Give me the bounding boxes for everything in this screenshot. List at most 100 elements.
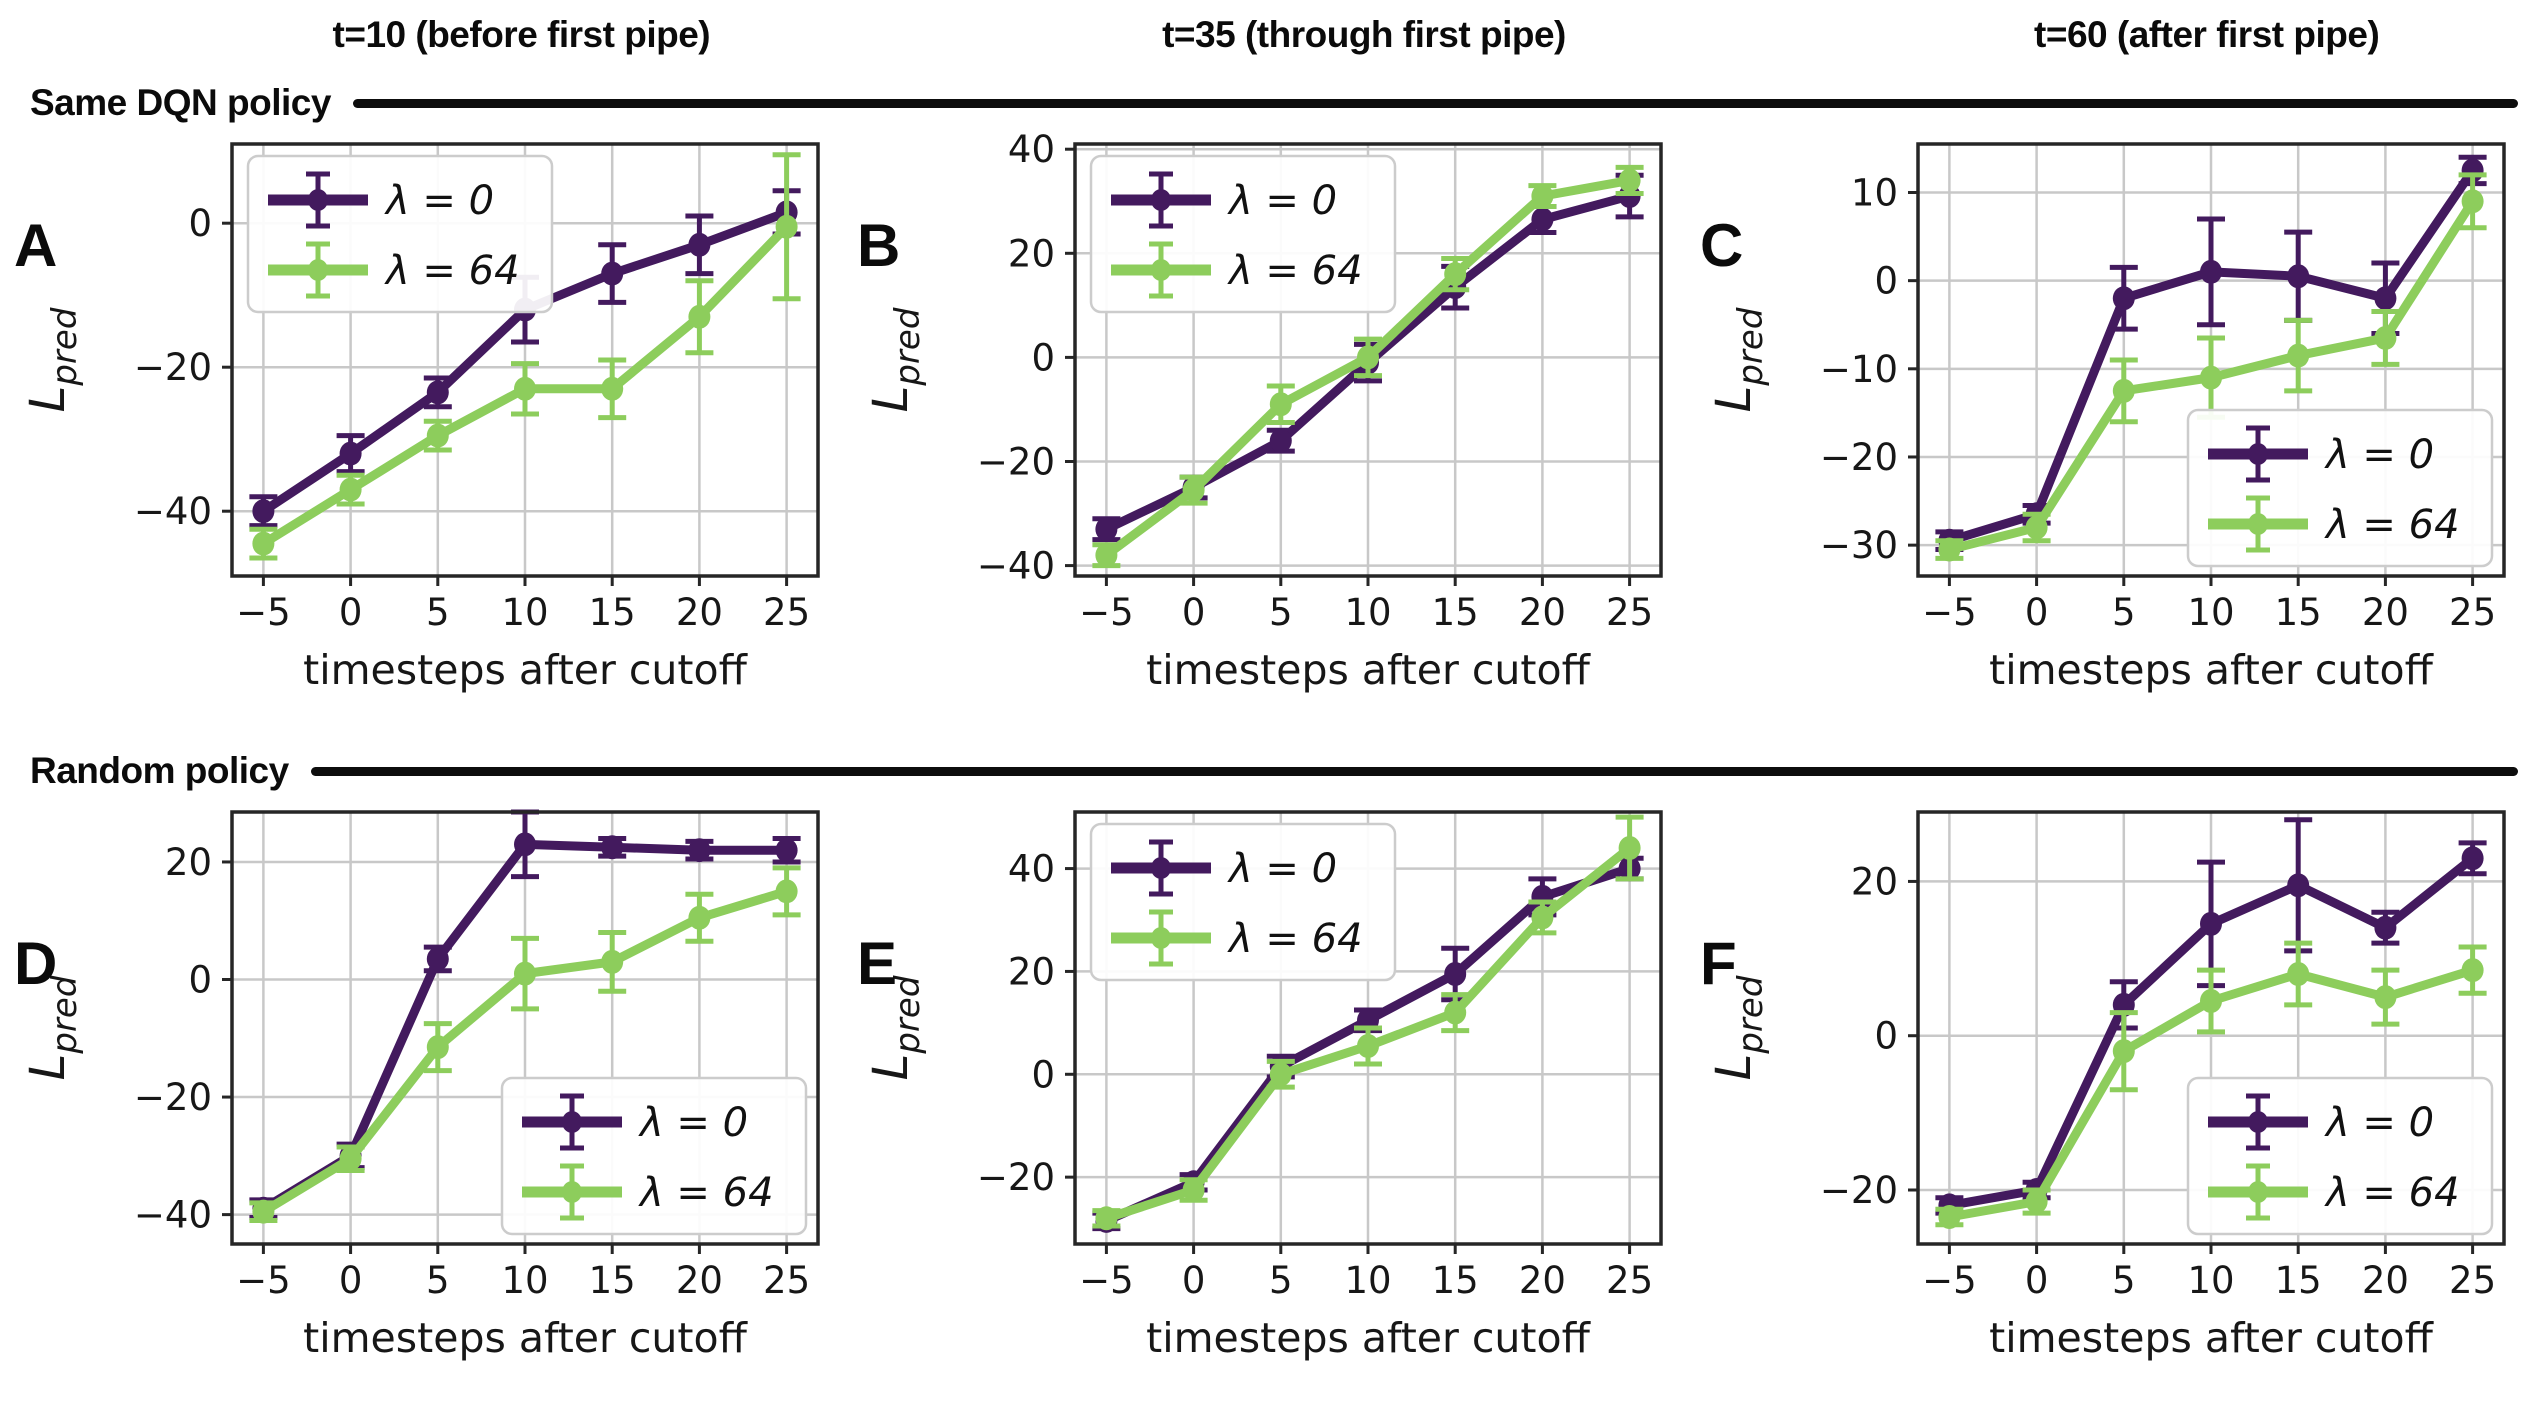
column-header-t35: t=35 (through first pipe) <box>1162 14 1566 55</box>
svg-text:−5: −5 <box>1922 1259 1977 1302</box>
svg-text:0: 0 <box>1182 591 1206 634</box>
svg-text:20: 20 <box>1008 232 1055 275</box>
chart-a: −5 0 5 10 15 20 25 0 −20 −40 timesteps after cutof… <box>20 142 820 694</box>
svg-text:5: 5 <box>426 591 450 634</box>
column-headers: t=10 (before first pipe) t=35 (through f… <box>0 0 2528 78</box>
svg-text:20: 20 <box>2362 591 2409 634</box>
row-section-random-policy: Random policy D −5 0 5 10 15 20 25 20 0 −20 −40 tim… <box>0 746 2528 1396</box>
row-label-bar-random: Random policy <box>0 746 2528 796</box>
row-label-bar-same-dqn: Same DQN policy <box>0 78 2528 128</box>
svg-text:λ = 0: λ = 0 <box>1227 846 1337 892</box>
svg-text:25: 25 <box>2449 591 2496 634</box>
panel-f: F −5 0 5 10 15 20 25 20 0 −20 timesteps after cuto… <box>1686 796 2528 1396</box>
column-header-t60: t=60 (after first pipe) <box>2034 14 2380 55</box>
svg-text:0: 0 <box>339 1259 363 1302</box>
svg-text:λ = 0: λ = 0 <box>2324 432 2434 478</box>
svg-text:10: 10 <box>1851 171 1898 214</box>
svg-text:λ = 64: λ = 64 <box>2324 1170 2460 1216</box>
svg-text:25: 25 <box>1606 591 1653 634</box>
svg-text:−40: −40 <box>134 490 212 533</box>
row-label-random-policy: Random policy <box>30 750 289 791</box>
svg-text:−10: −10 <box>1820 348 1898 391</box>
svg-text:5: 5 <box>426 1259 450 1302</box>
svg-text:λ = 64: λ = 64 <box>2324 502 2460 548</box>
svg-text:−20: −20 <box>134 1076 212 1119</box>
panel-row-top: A −5 0 5 10 15 20 25 0 −20 −40 timesteps after cut… <box>0 128 2528 728</box>
svg-text:λ = 64: λ = 64 <box>638 1170 774 1216</box>
svg-text:−20: −20 <box>134 346 212 389</box>
panel-letter-e: E <box>857 930 898 997</box>
svg-text:0: 0 <box>339 591 363 634</box>
svg-text:timesteps after cutoff: timesteps after cutoff <box>303 1314 748 1362</box>
svg-text:timesteps after cutoff: timesteps after cutoff <box>1146 1314 1591 1362</box>
chart-b: −5 0 5 10 15 20 25 40 20 0 −20 −40 timesteps after c… <box>863 128 1663 694</box>
svg-text:20: 20 <box>1851 860 1898 903</box>
chart-e: −5 0 5 10 15 20 25 40 20 0 −20 timesteps after cuto… <box>863 810 1663 1362</box>
svg-text:0: 0 <box>1031 336 1055 379</box>
svg-text:λ = 64: λ = 64 <box>1227 248 1363 294</box>
svg-text:20: 20 <box>676 1259 723 1302</box>
row-section-same-dqn-policy: Same DQN policy A −5 0 5 10 15 20 25 0 −20 −40 tim… <box>0 78 2528 728</box>
panel-letter-b: B <box>857 212 901 279</box>
svg-text:−20: −20 <box>1820 1169 1898 1212</box>
svg-text:Lpred: Lpred <box>20 307 85 412</box>
svg-text:λ = 0: λ = 0 <box>1227 178 1337 224</box>
svg-text:10: 10 <box>501 1259 548 1302</box>
chart-f: −5 0 5 10 15 20 25 20 0 −20 timesteps after cutoff… <box>1706 810 2506 1362</box>
svg-text:−30: −30 <box>1820 524 1898 567</box>
panel-c: C −5 0 5 10 15 20 25 10 0 −10 −20 −30 timesteps afte… <box>1686 128 2528 728</box>
svg-text:15: 15 <box>1432 591 1479 634</box>
svg-text:10: 10 <box>1344 591 1391 634</box>
svg-text:0: 0 <box>1182 1259 1206 1302</box>
svg-text:25: 25 <box>1606 1259 1653 1302</box>
svg-text:Lpred: Lpred <box>20 975 85 1080</box>
panel-letter-c: C <box>1700 212 1744 279</box>
svg-text:25: 25 <box>763 591 810 634</box>
panel-letter-d: D <box>14 930 58 997</box>
svg-text:Lpred: Lpred <box>1706 307 1771 412</box>
svg-text:0: 0 <box>1874 1015 1898 1058</box>
svg-text:−5: −5 <box>1922 591 1977 634</box>
svg-text:Lpred: Lpred <box>863 975 928 1080</box>
svg-text:−5: −5 <box>1079 1259 1134 1302</box>
svg-text:5: 5 <box>1269 1259 1293 1302</box>
svg-text:−5: −5 <box>236 591 291 634</box>
svg-text:Lpred: Lpred <box>863 307 928 412</box>
svg-text:λ = 64: λ = 64 <box>384 248 520 294</box>
svg-text:−5: −5 <box>236 1259 291 1302</box>
svg-text:15: 15 <box>589 591 636 634</box>
svg-text:−5: −5 <box>1079 591 1134 634</box>
svg-text:15: 15 <box>1432 1259 1479 1302</box>
svg-text:5: 5 <box>2112 1259 2136 1302</box>
column-header-t10: t=10 (before first pipe) <box>332 14 711 55</box>
svg-text:15: 15 <box>589 1259 636 1302</box>
svg-text:λ = 0: λ = 0 <box>384 178 494 224</box>
svg-text:20: 20 <box>676 591 723 634</box>
svg-text:15: 15 <box>2275 1259 2322 1302</box>
panel-row-bottom: D −5 0 5 10 15 20 25 20 0 −20 −40 timesteps after c… <box>0 796 2528 1396</box>
panel-a: A −5 0 5 10 15 20 25 0 −20 −40 timesteps after cut… <box>0 128 843 728</box>
svg-text:25: 25 <box>763 1259 810 1302</box>
panel-letter-f: F <box>1700 930 1737 997</box>
svg-text:15: 15 <box>2275 591 2322 634</box>
svg-text:20: 20 <box>1519 591 1566 634</box>
svg-text:−20: −20 <box>977 1156 1055 1199</box>
svg-text:−20: −20 <box>977 440 1055 483</box>
svg-text:40: 40 <box>1008 128 1055 171</box>
svg-text:0: 0 <box>188 202 212 245</box>
panel-d: D −5 0 5 10 15 20 25 20 0 −20 −40 timesteps after c… <box>0 796 843 1396</box>
svg-text:timesteps after cutoff: timesteps after cutoff <box>303 646 748 694</box>
svg-text:25: 25 <box>2449 1259 2496 1302</box>
svg-text:0: 0 <box>188 959 212 1002</box>
svg-text:5: 5 <box>1269 591 1293 634</box>
svg-text:0: 0 <box>1031 1053 1055 1096</box>
svg-text:λ = 0: λ = 0 <box>2324 1100 2434 1146</box>
row-divider-line <box>352 98 2518 108</box>
svg-text:20: 20 <box>1519 1259 1566 1302</box>
panel-b: B −5 0 5 10 15 20 25 40 20 0 −20 −40 timesteps after… <box>843 128 1686 728</box>
svg-text:0: 0 <box>1874 260 1898 303</box>
panel-letter-a: A <box>14 212 58 279</box>
svg-text:timesteps after cutoff: timesteps after cutoff <box>1146 646 1591 694</box>
svg-text:10: 10 <box>2187 591 2234 634</box>
